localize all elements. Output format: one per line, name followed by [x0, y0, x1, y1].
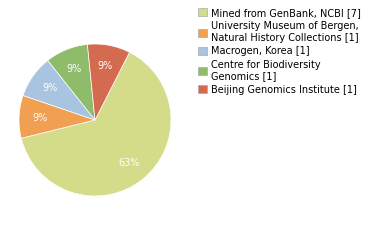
Text: 9%: 9% [67, 64, 82, 74]
Text: 63%: 63% [118, 158, 140, 168]
Wedge shape [21, 52, 171, 196]
Wedge shape [19, 96, 95, 138]
Text: 9%: 9% [33, 113, 48, 123]
Text: 9%: 9% [43, 84, 58, 93]
Legend: Mined from GenBank, NCBI [7], University Museum of Bergen,
Natural History Colle: Mined from GenBank, NCBI [7], University… [195, 5, 364, 97]
Wedge shape [48, 44, 95, 120]
Text: 9%: 9% [98, 61, 113, 71]
Wedge shape [87, 44, 130, 120]
Wedge shape [23, 60, 95, 120]
